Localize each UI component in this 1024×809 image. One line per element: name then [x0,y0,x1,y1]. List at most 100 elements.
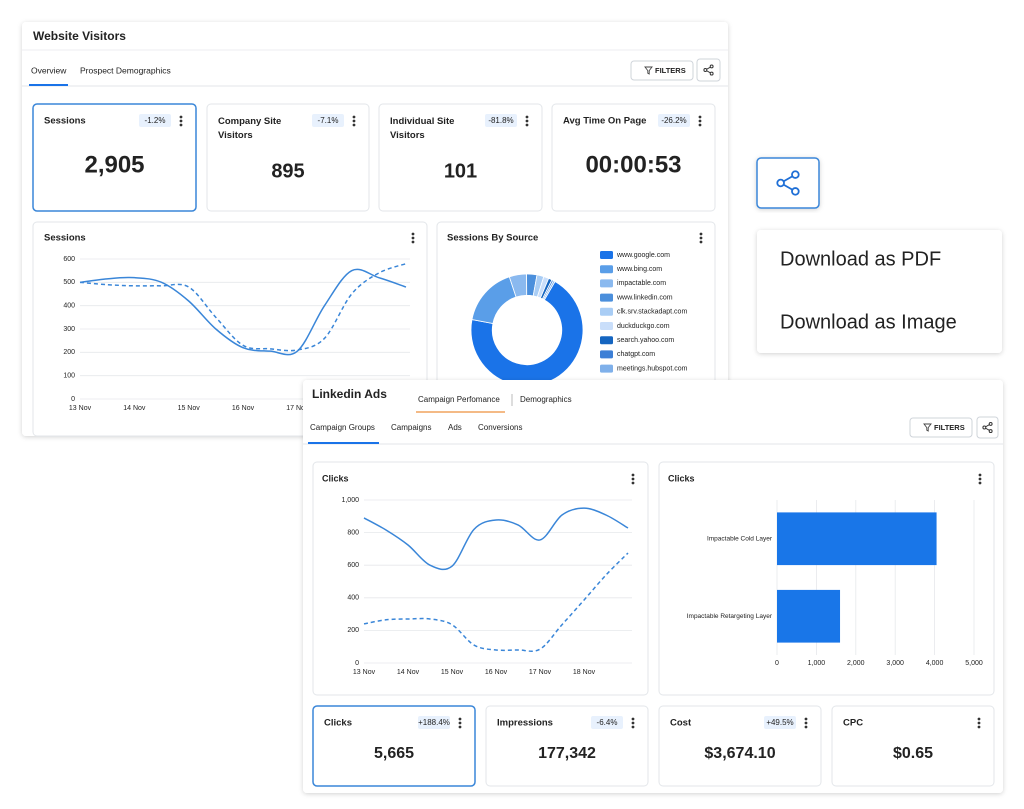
share-icon-node [703,68,708,72]
filter-icon [644,66,653,75]
menu-dot[interactable] [977,725,981,729]
menu-dot[interactable] [804,717,808,721]
menu-dot[interactable] [977,721,981,725]
y-tick-label: 600 [63,256,75,263]
kpi-value: 5,665 [374,745,414,762]
filters-button[interactable] [630,60,694,81]
share-icon-node [709,71,714,76]
menu-dot[interactable] [411,240,415,244]
legend-label: www.google.com [616,252,670,259]
kpi-change-badge [312,114,344,127]
chart-title: Sessions By Source [447,233,538,244]
kpi-change: +49.5% [766,718,793,727]
menu-dot[interactable] [525,123,529,127]
y-tick-label: 0 [355,660,359,667]
share-button[interactable] [696,58,721,82]
menu-dot[interactable] [179,115,183,119]
kpi-change-badge [418,716,450,729]
y-tick-label: 400 [63,303,75,310]
subtab[interactable]: Campaign Groups [310,423,375,432]
menu-dot[interactable] [458,725,462,729]
kpi-change: +188.4% [418,718,450,727]
menu-option[interactable]: Download as PDF [780,248,941,270]
kpi-card [831,705,995,787]
line-series [363,507,629,571]
subtab[interactable]: Ads [448,423,462,432]
kpi-label: Company Site Visitors [218,116,281,141]
chart-title: Clicks [322,473,349,483]
tab[interactable]: Demographics [520,395,572,404]
kpi-value: 2,905 [84,151,144,178]
kpi-change: -81.8% [488,116,513,125]
y-tick-label: Impactable Retargeting Layer [687,613,773,620]
kpi-label: Clicks [324,718,352,729]
kpi-value: 00:00:53 [585,151,681,178]
share-controls: Download as PDF Download as Image [756,157,1002,353]
subtab[interactable]: Campaigns [391,423,431,432]
menu-dot[interactable] [698,123,702,127]
kpi-label: Sessions [44,116,86,127]
menu-dot[interactable] [699,232,703,236]
subtab[interactable]: Conversions [478,423,522,432]
legend-swatch [600,364,613,373]
x-tick-label: 15 Nov [441,669,464,676]
legend-swatch [600,265,613,274]
share-button[interactable] [976,416,999,439]
menu-dot[interactable] [631,717,635,721]
filter-icon [923,423,932,432]
kpi-change-badge [764,716,796,729]
menu-dot[interactable] [804,725,808,729]
y-tick-label: 300 [63,326,75,333]
menu-dot[interactable] [352,115,356,119]
menu-dot[interactable] [977,717,981,721]
tab[interactable]: Campaign Perfomance [418,395,500,404]
menu-dot[interactable] [179,123,183,127]
kpi-value: $3,674.10 [704,745,775,762]
menu-dot[interactable] [804,721,808,725]
menu-option[interactable]: Download as Image [780,311,957,333]
menu-dot[interactable] [458,717,462,721]
filters-label[interactable]: FILTERS [655,66,686,75]
menu-dot[interactable] [978,473,982,477]
linkedin-ads-panel: Linkedin Ads Campaign Perfomance Demograph… [303,380,1003,793]
legend-label: duckduckgo.com [617,323,670,330]
x-tick-label: 4,000 [926,660,944,667]
menu-dot[interactable] [411,232,415,236]
kpi-label: Avg Time On Page [563,116,646,127]
x-tick-label: 16 Nov [485,669,508,676]
legend-label: clk.srv.stackadapt.com [617,309,687,316]
menu-dot[interactable] [699,236,703,240]
filters-label[interactable]: FILTERS [934,423,965,432]
tab[interactable]: Overview [31,65,67,75]
menu-dot[interactable] [698,119,702,123]
legend-label: meetings.hubspot.com [617,365,688,372]
x-tick-label: 15 Nov [178,405,201,412]
menu-dot[interactable] [631,725,635,729]
menu-dot[interactable] [352,123,356,127]
y-tick-label: 100 [63,373,75,380]
share-icon-node [982,425,987,430]
menu-dot[interactable] [458,721,462,725]
menu-dot[interactable] [978,481,982,485]
menu-dot[interactable] [631,477,635,481]
menu-dot[interactable] [699,240,703,244]
menu-dot[interactable] [631,721,635,725]
menu-dot[interactable] [411,236,415,240]
kpi-card [206,103,370,212]
filters-button[interactable] [909,417,973,438]
x-tick-label: 2,000 [847,660,865,667]
menu-dot[interactable] [978,477,982,481]
kpi-change-badge [485,114,517,127]
kpi-card [551,103,716,212]
menu-dot[interactable] [179,119,183,123]
menu-dot[interactable] [631,473,635,477]
legend-swatch [600,251,613,259]
tab[interactable]: Prospect Demographics [80,65,171,75]
menu-dot[interactable] [631,481,635,485]
menu-dot[interactable] [352,119,356,123]
share-button-large[interactable] [756,157,820,209]
x-tick-label: 17 Nov [529,669,552,676]
menu-dot[interactable] [525,119,529,123]
menu-dot[interactable] [698,115,702,119]
menu-dot[interactable] [525,115,529,119]
